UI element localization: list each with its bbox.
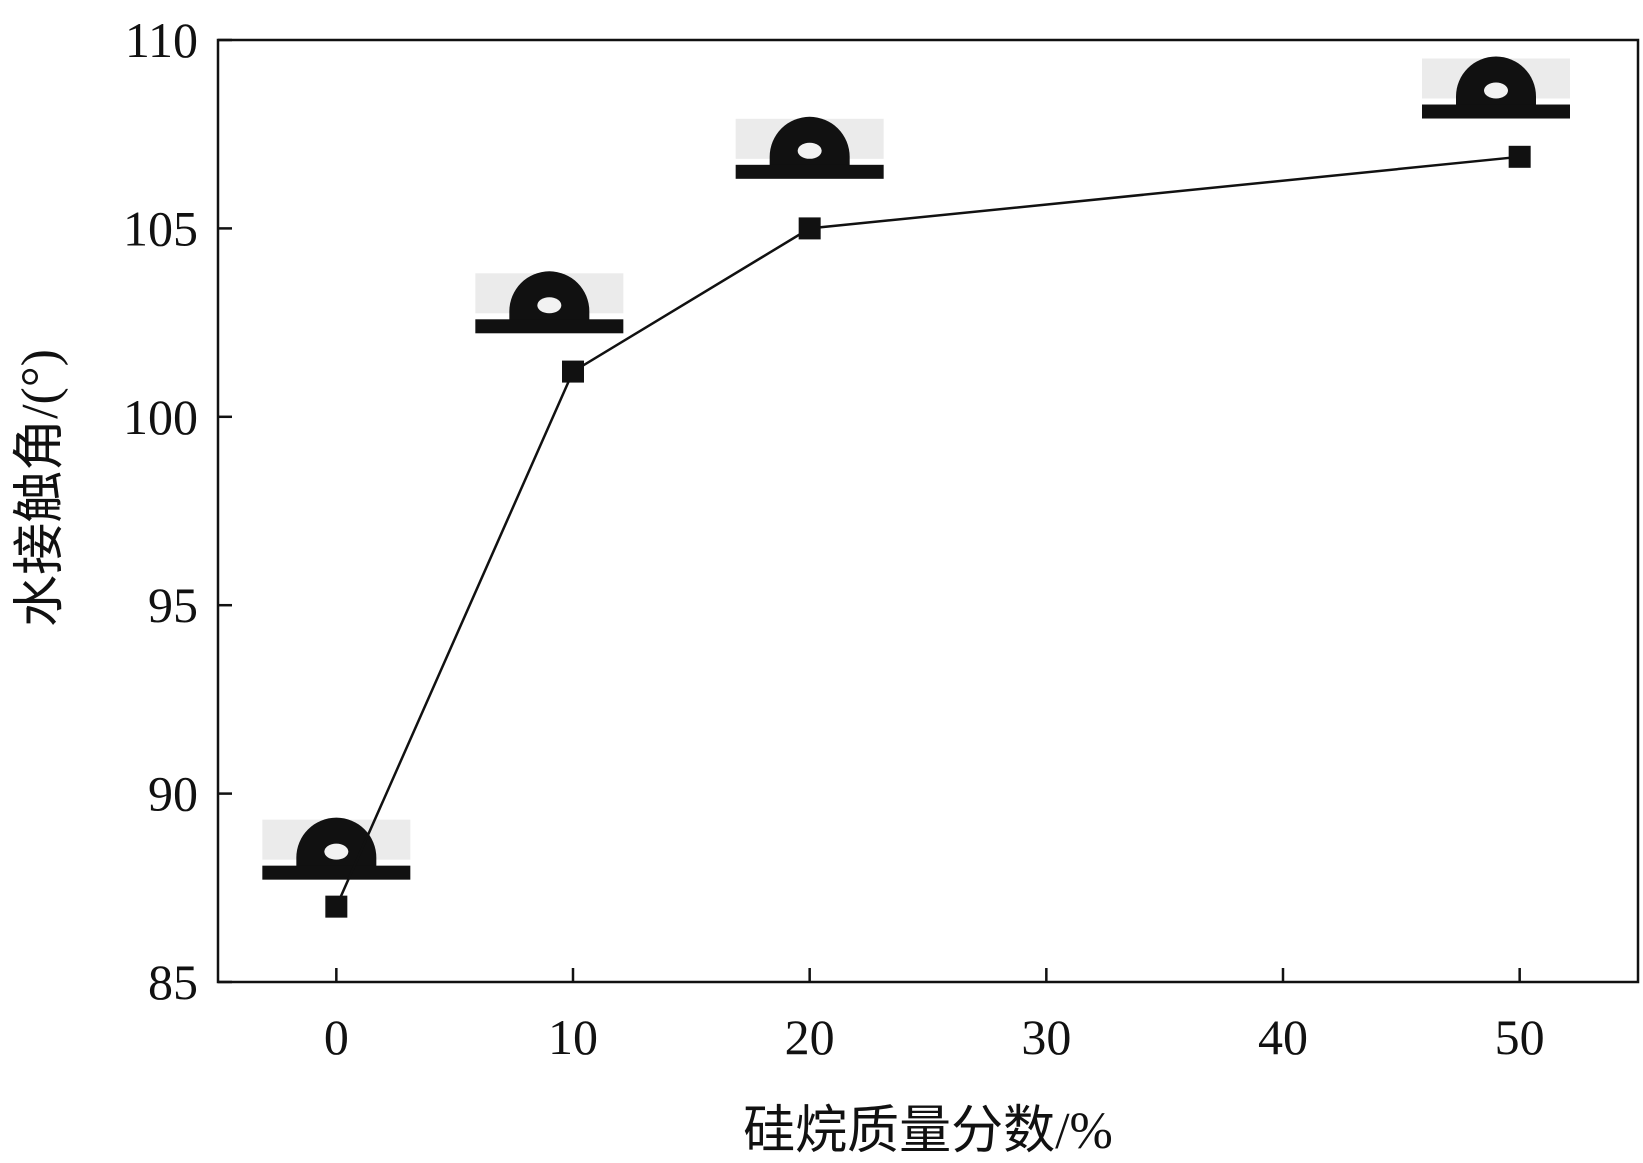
data-point-marker	[325, 895, 348, 918]
y-axis-title: 水接触角/(°)	[12, 349, 69, 627]
x-tick-label: 20	[785, 1009, 835, 1065]
x-tick-label: 50	[1495, 1009, 1545, 1065]
series-line	[335, 155, 1520, 908]
x-tick-label: 0	[324, 1009, 349, 1065]
droplet-highlight	[324, 843, 349, 860]
y-tick-label: 105	[123, 200, 198, 256]
droplet-highlight	[537, 297, 562, 314]
y-tick-label: 100	[123, 389, 198, 445]
substrate-bar	[1422, 104, 1570, 119]
axes-layer: 85 90 95 100 105 110 0 10 20 30 40 50	[123, 12, 1640, 1065]
droplet-image	[1422, 56, 1570, 119]
substrate-bar	[262, 865, 411, 880]
droplet-highlight	[1484, 82, 1508, 99]
y-tick-label: 85	[148, 954, 198, 1010]
data-point-marker	[562, 360, 584, 383]
droplet-highlight	[797, 142, 822, 159]
droplet-image	[475, 271, 624, 334]
y-tick-label: 90	[148, 766, 198, 822]
y-tick-label: 95	[148, 577, 198, 633]
substrate-bar	[475, 319, 624, 334]
x-tick-label: 30	[1021, 1009, 1071, 1065]
x-tick-label: 10	[548, 1009, 598, 1065]
droplet-image	[262, 817, 411, 880]
substrate-bar	[735, 164, 884, 179]
plot-frame	[216, 38, 1640, 984]
x-tick-label: 40	[1258, 1009, 1308, 1065]
series-layer	[325, 145, 1531, 918]
data-point-marker	[798, 217, 821, 240]
droplet-images-layer	[262, 56, 1570, 880]
y-tick-label: 110	[125, 12, 198, 68]
data-point-marker	[1508, 145, 1531, 168]
droplet-image	[735, 116, 884, 179]
x-axis-title: 硅烷质量分数/%	[743, 1103, 1113, 1160]
